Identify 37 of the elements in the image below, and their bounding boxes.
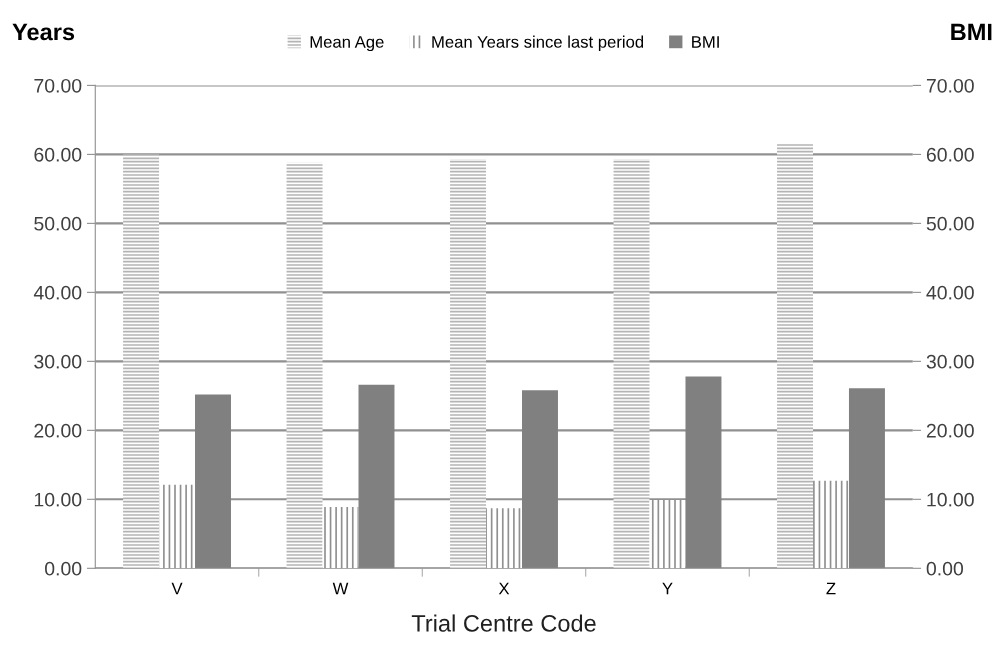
bar — [123, 154, 160, 569]
y2-axis-title: BMI — [951, 23, 992, 41]
bar — [195, 394, 231, 569]
x-axis-title: Trial Centre Code — [411, 614, 596, 632]
y-tick-label: 60.00 — [34, 147, 82, 162]
y2-tick-label: 40.00 — [926, 285, 974, 300]
bar — [450, 159, 487, 569]
x-tick-label: Z — [826, 582, 836, 595]
y2-tick-label: 60.00 — [926, 147, 974, 162]
bar — [358, 384, 395, 569]
x-tick-label: Y — [662, 582, 673, 595]
y-tick-label: 20.00 — [34, 423, 82, 438]
y2-tick-label: 50.00 — [926, 216, 974, 231]
bar — [286, 162, 323, 569]
legend-label: Mean Years since last period — [432, 35, 644, 52]
y2-tick-label: 30.00 — [926, 354, 974, 369]
bar — [685, 376, 722, 569]
y-tick-label: 0.00 — [45, 561, 82, 576]
y-tick-label: 50.00 — [34, 216, 82, 231]
y-axis-title: Years — [12, 23, 75, 41]
y2-tick-label: 70.00 — [926, 78, 974, 93]
y-tick-label: 70.00 — [34, 78, 82, 93]
y-tick-label: 10.00 — [34, 492, 82, 507]
y-tick-label: 40.00 — [33, 285, 82, 300]
bar — [521, 390, 558, 569]
x-tick-label: W — [332, 582, 349, 595]
legend-label: Mean Age — [310, 36, 384, 52]
y2-tick-label: 20.00 — [926, 423, 974, 438]
y2-tick-label: 10.00 — [927, 492, 974, 507]
y-tick-label: 30.00 — [34, 354, 82, 369]
bar — [777, 143, 813, 569]
x-tick-label: V — [171, 582, 183, 595]
x-tick-label: X — [498, 582, 510, 595]
y2-tick-label: 0.00 — [926, 561, 964, 576]
legend-label: BMI — [692, 36, 719, 48]
bar — [848, 388, 885, 569]
bar — [613, 159, 650, 569]
